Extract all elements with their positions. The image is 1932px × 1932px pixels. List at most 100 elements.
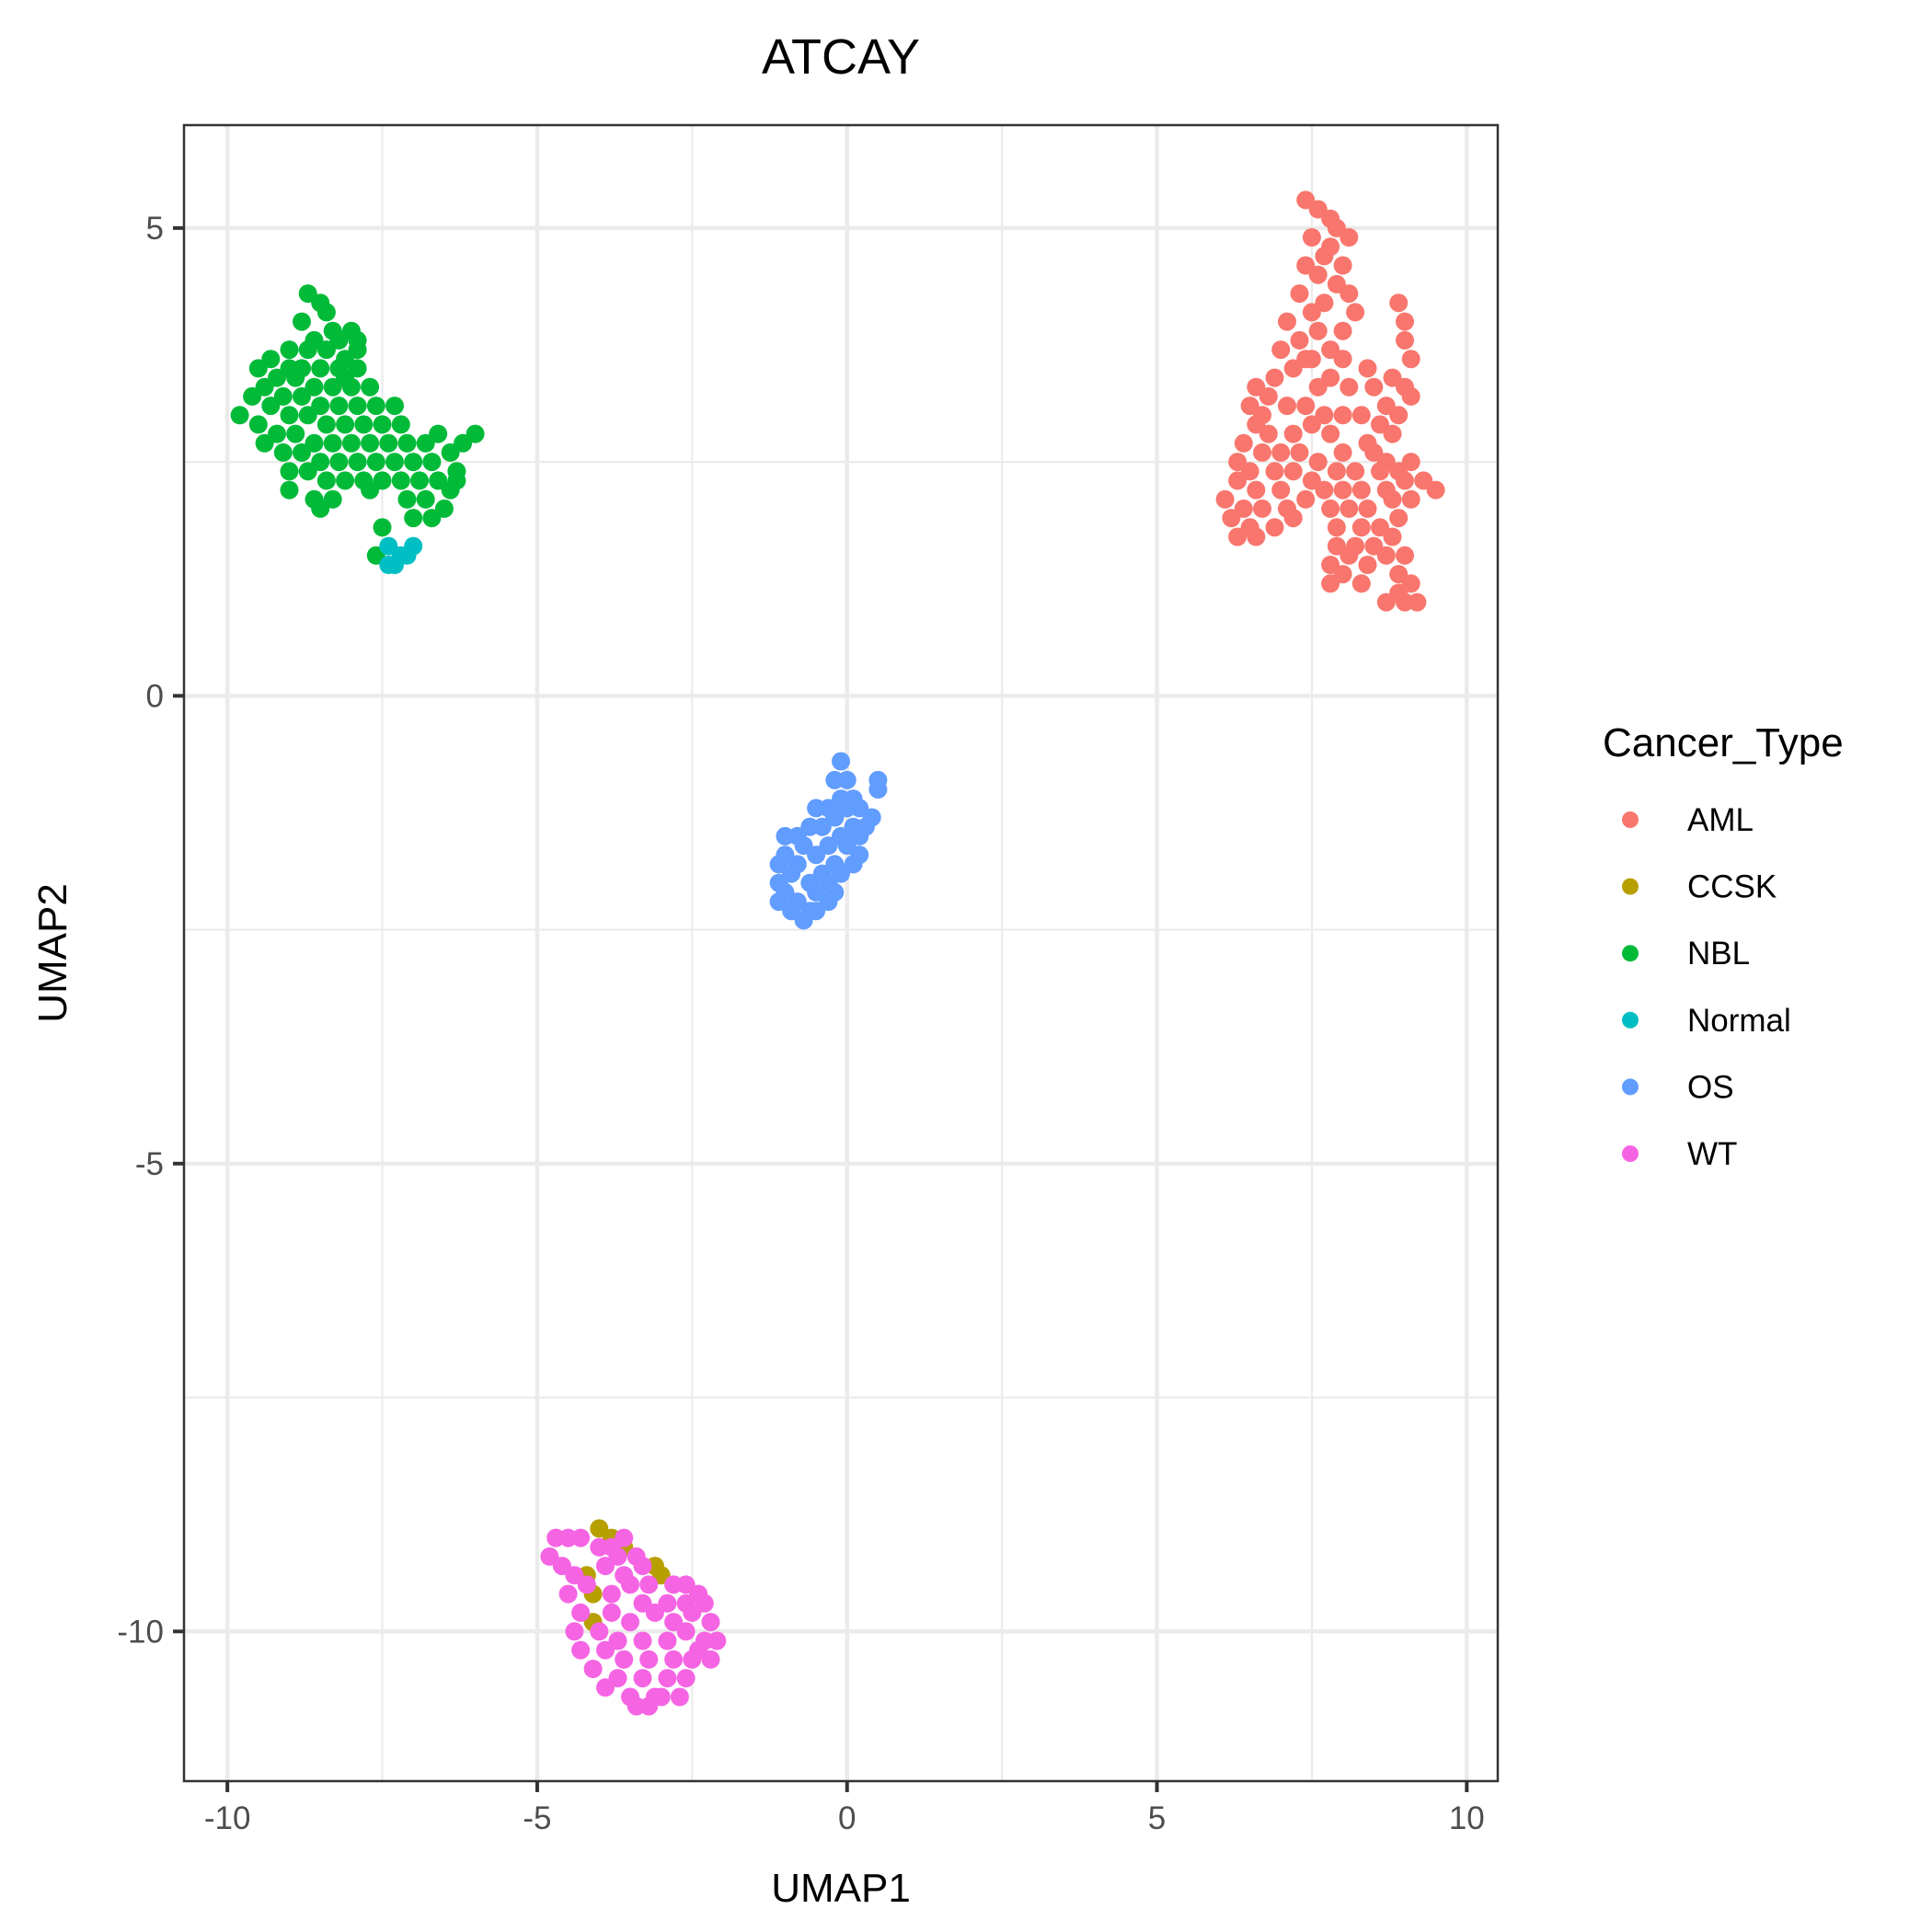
panel-background (184, 125, 1498, 1781)
data-point (385, 397, 404, 416)
data-point (583, 1660, 603, 1678)
plot-panel-background (184, 125, 1498, 1781)
y-tick-label: -10 (117, 1614, 164, 1650)
data-point (1396, 471, 1414, 490)
legend-label: OS (1687, 1069, 1734, 1105)
legend-title: Cancer_Type (1603, 720, 1844, 765)
data-point (1290, 284, 1309, 304)
data-point (293, 312, 311, 331)
data-point (571, 1603, 591, 1622)
data-point (1358, 556, 1377, 574)
legend-item-ccsk: CCSK (1622, 869, 1777, 905)
data-point (670, 1687, 689, 1707)
legend-label: CCSK (1687, 869, 1777, 905)
data-point (316, 471, 336, 490)
data-point (1333, 406, 1352, 425)
data-point (658, 1669, 677, 1688)
data-point (596, 1678, 615, 1697)
series-normal (379, 536, 423, 574)
data-point (1401, 489, 1420, 509)
data-point (1228, 471, 1248, 490)
data-point (1228, 527, 1248, 546)
data-point (1296, 256, 1316, 275)
data-point (602, 1603, 621, 1622)
data-point (1283, 424, 1303, 443)
chart-title: ATCAY (762, 29, 920, 85)
legend-item-wt: WT (1622, 1136, 1737, 1172)
data-point (571, 1528, 591, 1547)
data-point (1321, 237, 1340, 257)
y-axis-title: UMAP2 (30, 883, 75, 1023)
legend-label: AML (1687, 802, 1754, 838)
data-point (230, 406, 249, 425)
data-point (280, 462, 299, 481)
series-os (769, 752, 888, 930)
data-point (1340, 228, 1359, 247)
data-point (1383, 424, 1402, 443)
data-point (1222, 509, 1241, 528)
data-point (1371, 462, 1389, 481)
legend: Cancer_Type AML CCSK NBL Normal OS WT (1603, 720, 1844, 1172)
data-point (429, 424, 448, 443)
data-point (807, 799, 826, 818)
data-point (293, 443, 311, 462)
major-gridlines (184, 125, 1498, 1781)
data-point (1333, 480, 1352, 500)
data-point (1308, 377, 1328, 397)
data-point (571, 1640, 591, 1660)
y-tick-label: -5 (135, 1146, 164, 1182)
data-point (1351, 406, 1371, 425)
data-point (466, 424, 485, 443)
data-point (293, 386, 311, 406)
data-point (1333, 321, 1352, 340)
data-point (1234, 433, 1253, 453)
x-tick-label: 10 (1449, 1800, 1485, 1836)
series-wt (540, 1528, 727, 1716)
data-point (329, 453, 349, 472)
data-point (615, 1650, 634, 1669)
data-point (1302, 415, 1321, 434)
data-point (416, 489, 435, 509)
legend-item-normal: Normal (1622, 1003, 1791, 1039)
data-point (832, 752, 850, 771)
data-point (590, 1622, 609, 1641)
data-point (1340, 546, 1359, 565)
data-point (397, 489, 417, 509)
legend-key (1622, 811, 1639, 828)
data-point (639, 1650, 659, 1669)
data-point (1290, 330, 1309, 350)
data-point (397, 433, 417, 453)
data-point (316, 340, 336, 360)
data-point (1401, 453, 1420, 472)
data-point (1364, 377, 1384, 397)
data-point (1278, 312, 1296, 331)
data-point (1426, 480, 1445, 500)
data-point (633, 1631, 652, 1650)
data-point (391, 415, 410, 434)
series-aml (1215, 190, 1445, 612)
data-point (1401, 386, 1420, 406)
data-point (1308, 321, 1328, 340)
data-point (1296, 489, 1316, 509)
data-point (1247, 480, 1266, 500)
data-point (311, 359, 330, 378)
data-point (1333, 565, 1352, 584)
data-point (261, 397, 281, 416)
data-point (1283, 462, 1303, 481)
scatter-points (230, 190, 1445, 1716)
data-point (410, 471, 429, 490)
data-point (683, 1603, 702, 1622)
data-point (621, 1575, 639, 1594)
data-point (1396, 312, 1414, 331)
data-point (298, 462, 317, 481)
panel-border (182, 123, 1500, 1783)
data-point (404, 453, 423, 472)
data-point (1358, 499, 1377, 518)
data-point (1333, 256, 1352, 275)
data-point (615, 1528, 634, 1547)
data-point (379, 433, 398, 453)
legend-label: Normal (1687, 1003, 1791, 1039)
data-point (701, 1613, 720, 1632)
data-point (1389, 293, 1409, 313)
data-point (1333, 350, 1352, 369)
